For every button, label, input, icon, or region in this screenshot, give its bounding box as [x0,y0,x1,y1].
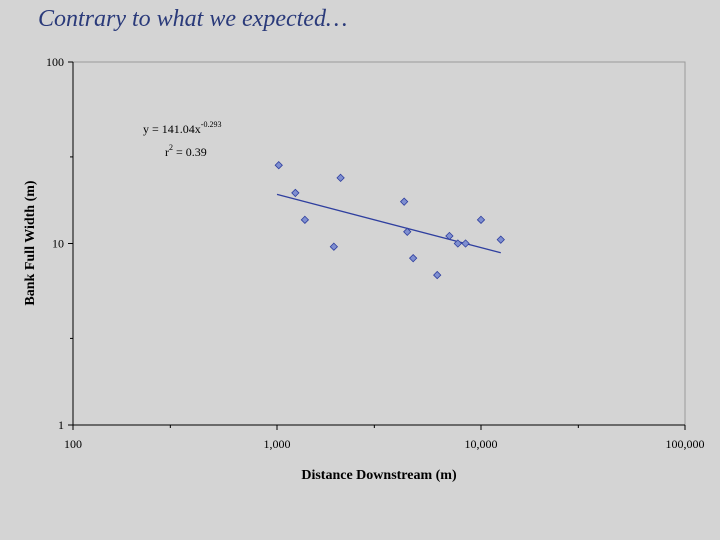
slide-title: Contrary to what we expected… [38,6,348,32]
data-point [329,242,339,251]
x-axis-ticks: 100 1,000 10,000 100,000 [64,425,705,451]
x-tick-label: 100,000 [666,437,705,451]
data-point [274,161,283,170]
y-axis-title: Bank Full Width (m) [23,180,38,305]
trendline-r-squared: r2 = 0.39 [165,143,207,159]
data-point [433,270,442,280]
x-tick-label: 10,000 [465,437,498,451]
data-point [496,235,505,244]
plot-area [72,61,686,426]
trendline-equation: y = 141.04x-0.293 [143,120,221,136]
data-point [461,239,470,248]
x-tick-label: 100 [64,437,82,451]
data-point [399,197,409,206]
x-axis-title: Distance Downstream (m) [301,468,457,483]
y-tick-label: 10 [52,237,64,251]
data-point [300,215,310,225]
data-point [336,173,345,183]
data-point [403,227,412,236]
y-tick-label: 1 [58,418,64,432]
y-tick-label: 100 [46,55,64,69]
data-point [445,231,454,241]
data-point [453,239,463,248]
data-point [408,254,418,263]
data-point [476,215,486,225]
y-axis-ticks: 1 10 100 [46,55,73,432]
data-point [291,188,300,198]
data-points [274,161,505,280]
x-tick-label: 1,000 [264,437,291,451]
